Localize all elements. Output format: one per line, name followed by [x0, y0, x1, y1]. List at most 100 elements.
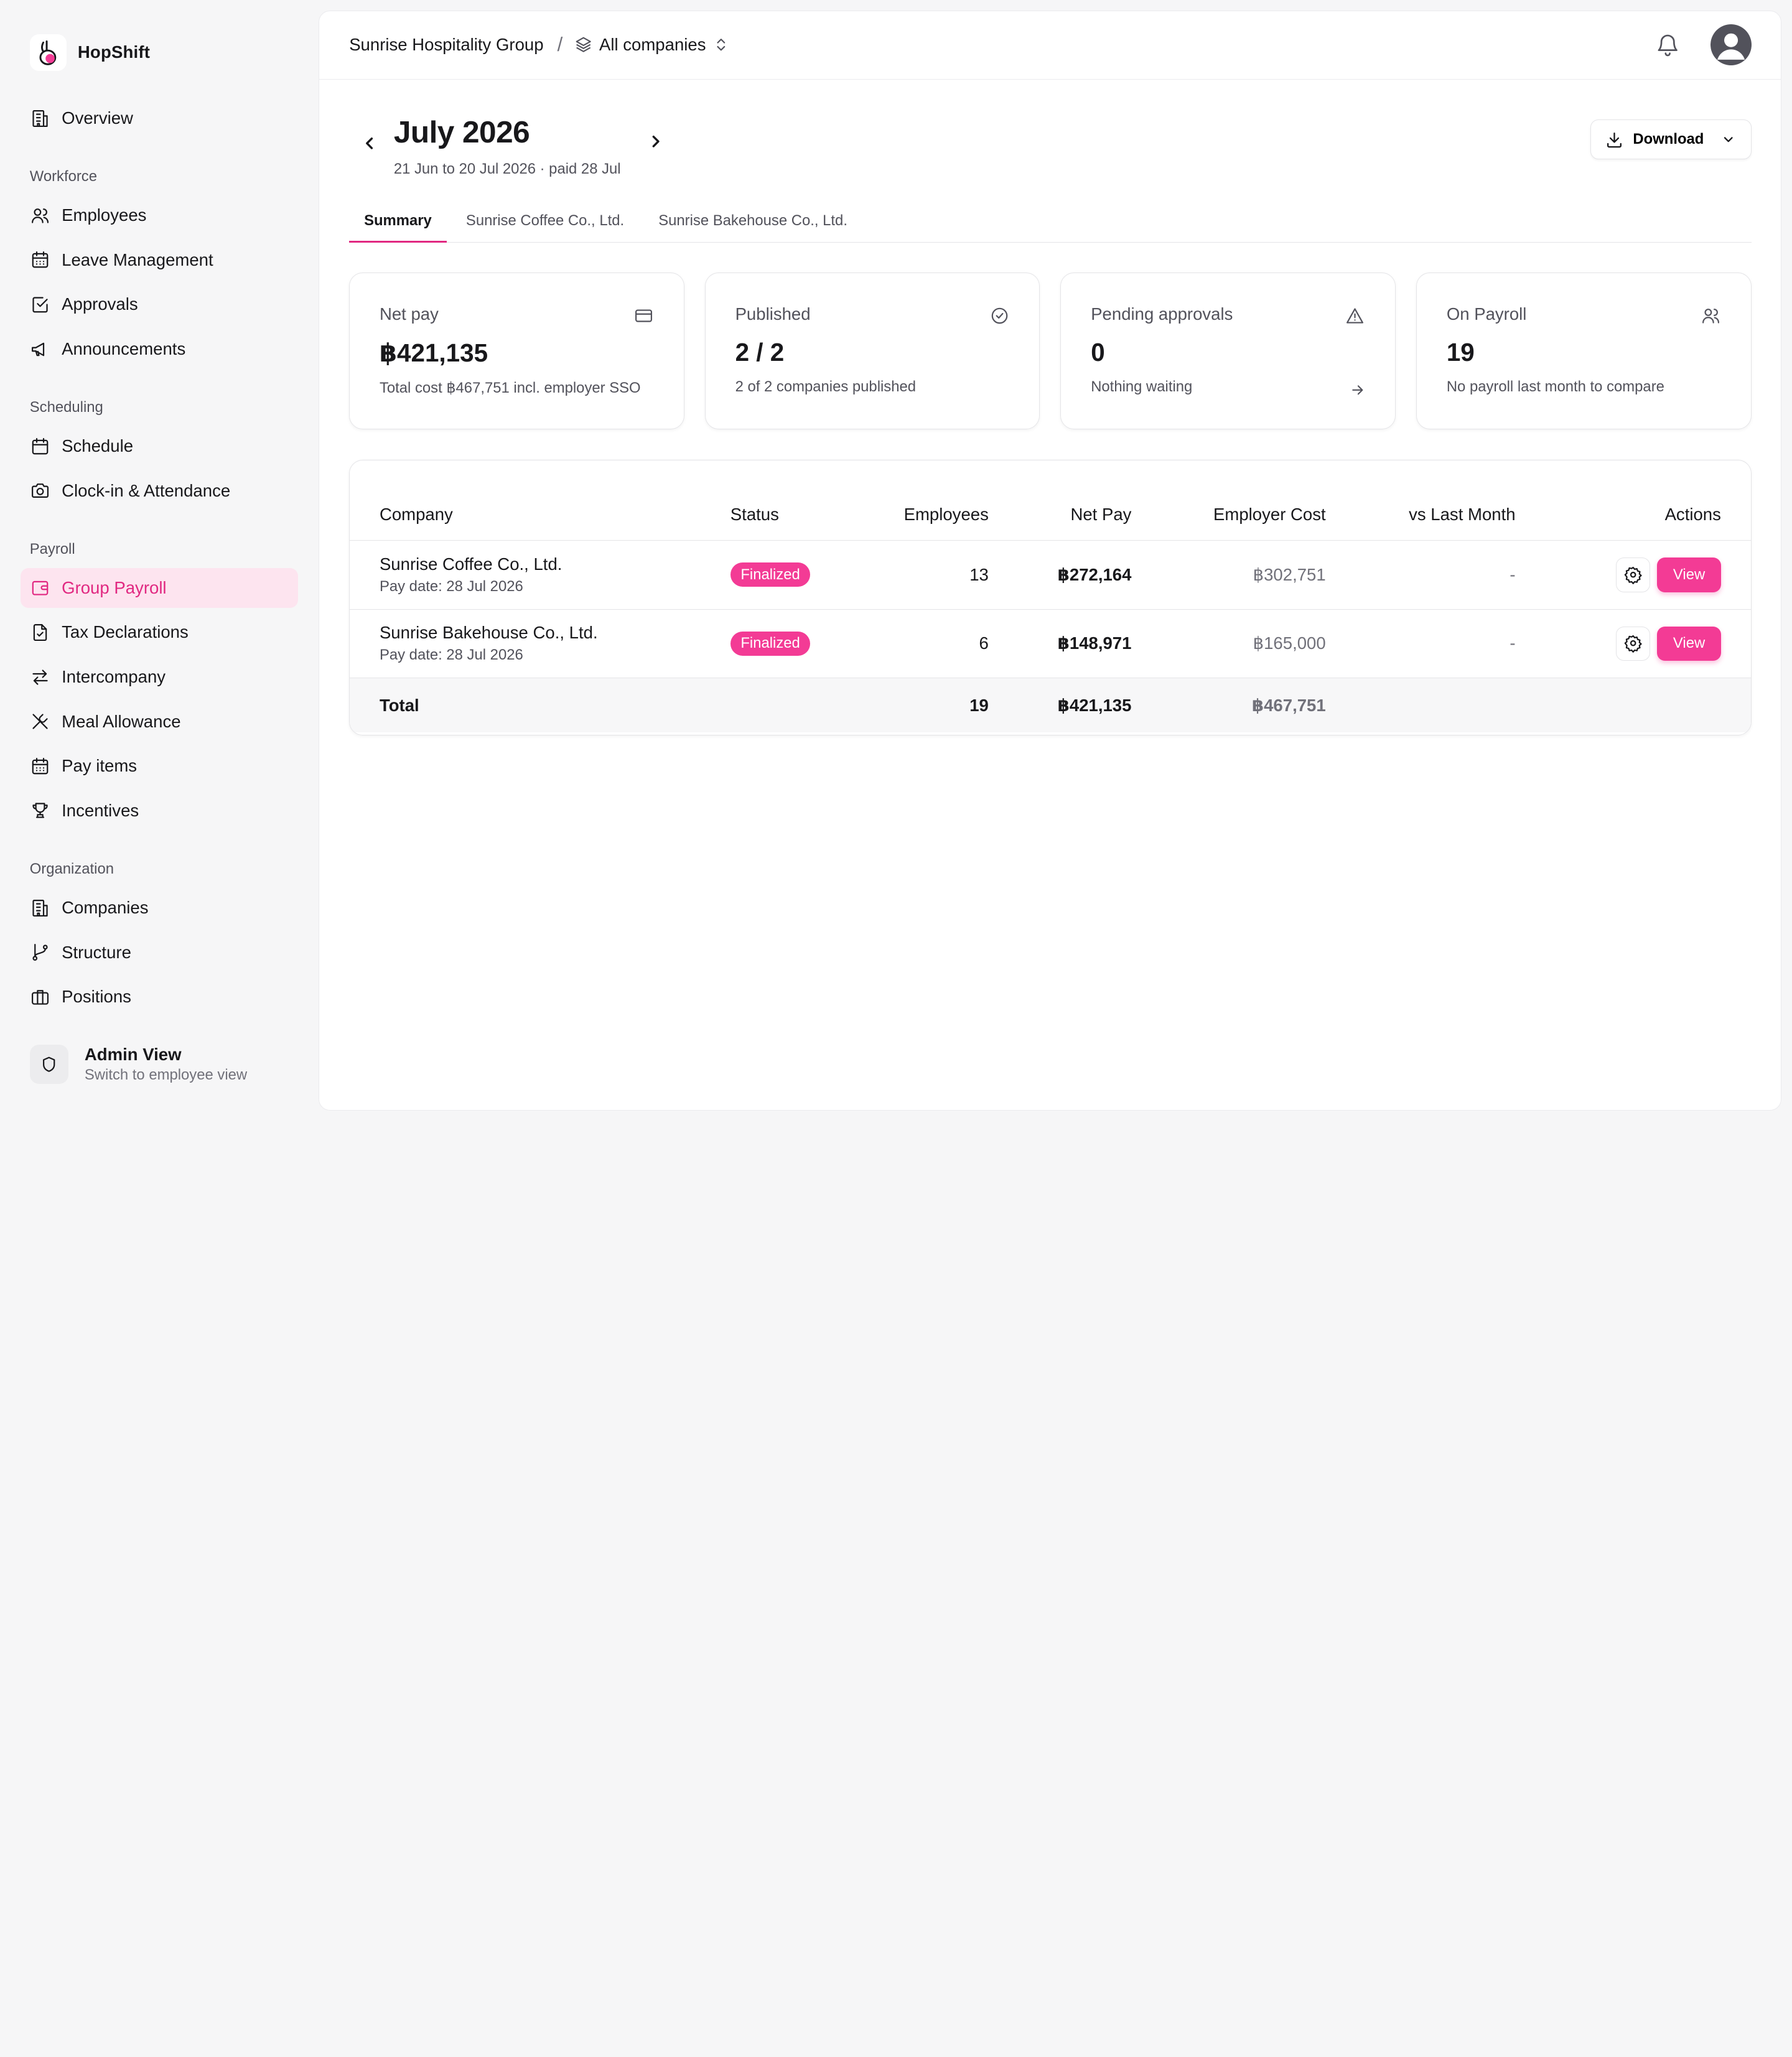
sidebar-item-structure[interactable]: Structure: [21, 933, 298, 973]
net-pay-card: Net pay ฿421,135 Total cost ฿467,751 inc…: [349, 273, 684, 429]
table-row: Sunrise Bakehouse Co., Ltd. Pay date: 28…: [350, 609, 1751, 678]
sidebar-item-incentives[interactable]: Incentives: [21, 791, 298, 831]
brand-name: HopShift: [77, 42, 151, 62]
sidebar-item-approvals[interactable]: Approvals: [21, 284, 298, 324]
company-selector-label: All companies: [599, 35, 706, 55]
git-branch-icon: [32, 944, 48, 961]
company-name: Sunrise Bakehouse Co., Ltd.: [379, 623, 598, 643]
header-company[interactable]: Company: [350, 460, 701, 541]
company-selector[interactable]: All companies: [574, 35, 729, 55]
header-actions: Actions: [1545, 460, 1751, 541]
section-label-payroll: Payroll: [29, 540, 75, 557]
sidebar-item-intercompany[interactable]: Intercompany: [21, 657, 298, 697]
header-employer-cost[interactable]: Employer Cost: [1161, 460, 1356, 541]
header-net-pay[interactable]: Net Pay: [1018, 460, 1162, 541]
admin-title: Admin View: [84, 1044, 182, 1064]
tab-summary[interactable]: Summary: [349, 203, 447, 243]
camera-icon: [31, 483, 49, 498]
period-subtitle: 21 Jun to 20 Jul 2026 · paid 28 Jul: [393, 161, 621, 178]
chevron-left-icon[interactable]: [358, 132, 381, 155]
download-button[interactable]: Download: [1590, 119, 1752, 160]
view-button[interactable]: View: [1657, 557, 1721, 592]
chevron-down-icon: [1724, 137, 1733, 142]
tab-sunrise-bakehouse[interactable]: Sunrise Bakehouse Co., Ltd.: [658, 212, 847, 229]
chevron-right-icon[interactable]: [644, 130, 667, 153]
briefcase-icon: [31, 989, 49, 1005]
sidebar-item-label: Tax Declarations: [62, 622, 189, 642]
summary-cards: Net pay ฿421,135 Total cost ฿467,751 inc…: [349, 273, 1752, 429]
sidebar-item-schedule[interactable]: Schedule: [21, 426, 298, 466]
sidebar-item-tax-declarations[interactable]: Tax Declarations: [21, 612, 298, 652]
sidebar-item-label: Clock-in & Attendance: [62, 480, 231, 500]
tab-sunrise-coffee[interactable]: Sunrise Coffee Co., Ltd.: [465, 212, 625, 229]
card-value: 19: [1446, 337, 1475, 366]
sidebar-item-group-payroll[interactable]: Group Payroll: [21, 567, 299, 608]
published-card: Published 2 / 2 2 of 2 companies publish…: [704, 273, 1040, 429]
check-square-icon: [32, 297, 48, 313]
total-row: Total 19 ฿421,135 ฿467,751: [350, 678, 1751, 733]
company-name: Sunrise Coffee Co., Ltd.: [379, 554, 562, 574]
employer-cost-value: ฿302,751: [1253, 564, 1326, 584]
sidebar-item-label: Structure: [62, 942, 131, 962]
sidebar-item-clock-in-attendance[interactable]: Clock-in & Attendance: [21, 471, 298, 511]
sidebar-item-label: Pay items: [62, 756, 138, 776]
sidebar-item-companies[interactable]: Companies: [21, 888, 298, 928]
sidebar-item-positions[interactable]: Positions: [21, 977, 298, 1017]
sidebar: HopShift Overview Workforce Employees Le…: [0, 0, 319, 1120]
card-value: ฿421,135: [379, 338, 488, 367]
settings-button[interactable]: [1616, 557, 1651, 592]
brand[interactable]: HopShift: [21, 21, 298, 75]
view-button[interactable]: View: [1657, 626, 1721, 661]
sidebar-item-pay-items[interactable]: Pay items: [21, 746, 298, 786]
sidebar-item-label: Positions: [62, 987, 131, 1007]
table-header-row: Company Status Employees Net Pay Employe…: [350, 460, 1751, 541]
card-value: 0: [1091, 337, 1105, 366]
sidebar-item-overview[interactable]: Overview: [21, 98, 298, 138]
shield-icon: [29, 1045, 69, 1084]
card-label: Pending approvals: [1091, 304, 1233, 324]
breadcrumb-org[interactable]: Sunrise Hospitality Group: [349, 35, 544, 55]
utensils-icon: [32, 714, 48, 729]
company-payroll-table: Company Status Employees Net Pay Employe…: [349, 460, 1752, 735]
section-label-organization: Organization: [29, 860, 114, 877]
header-employees[interactable]: Employees: [861, 460, 1019, 541]
card-label: Published: [735, 304, 811, 324]
pending-approvals-card[interactable]: Pending approvals 0 Nothing waiting: [1060, 273, 1396, 429]
header-vs-last-month[interactable]: vs Last Month: [1355, 460, 1546, 541]
admin-view-switch[interactable]: Admin View Switch to employee view: [29, 1044, 247, 1084]
employees-count: 6: [979, 633, 989, 653]
total-net-pay: ฿421,135: [1057, 695, 1132, 715]
avatar[interactable]: [1710, 24, 1752, 66]
total-employer-cost: ฿467,751: [1251, 695, 1326, 715]
sidebar-item-meal-allowance[interactable]: Meal Allowance: [21, 702, 298, 742]
sidebar-item-label: Schedule: [62, 436, 134, 456]
calendar-grid-icon: [32, 251, 49, 268]
top-bar: Sunrise Hospitality Group / All companie…: [319, 11, 1781, 80]
sidebar-item-employees[interactable]: Employees: [21, 195, 298, 235]
sidebar-item-announcements[interactable]: Announcements: [21, 329, 298, 369]
building-icon: [32, 110, 48, 127]
vs-last-month-value: -: [1510, 633, 1516, 653]
wallet-icon: [32, 581, 49, 595]
users-icon: [1702, 308, 1719, 324]
settings-button[interactable]: [1616, 626, 1651, 661]
sidebar-item-leave-management[interactable]: Leave Management: [21, 240, 298, 280]
rabbit-logo-icon: [29, 34, 67, 71]
net-pay-value: ฿148,971: [1057, 633, 1132, 653]
chevrons-up-down-icon: [716, 39, 725, 51]
on-payroll-card: On Payroll 19 No payroll last month to c…: [1416, 273, 1752, 429]
bell-icon[interactable]: [1655, 32, 1680, 57]
table-row: Sunrise Coffee Co., Ltd. Pay date: 28 Ju…: [350, 541, 1751, 610]
total-employees: 19: [969, 695, 989, 715]
card-label: Net pay: [379, 304, 439, 324]
header-status[interactable]: Status: [701, 460, 861, 541]
arrow-right-icon[interactable]: [1350, 382, 1366, 398]
users-icon: [31, 208, 49, 223]
megaphone-icon: [31, 342, 44, 356]
download-icon: [1607, 132, 1622, 147]
calendar-icon: [32, 437, 49, 454]
period-title: July 2026: [393, 114, 530, 149]
section-label-workforce: Workforce: [29, 167, 98, 185]
file-check-icon: [33, 623, 47, 641]
arrows-exchange-icon: [32, 669, 48, 685]
